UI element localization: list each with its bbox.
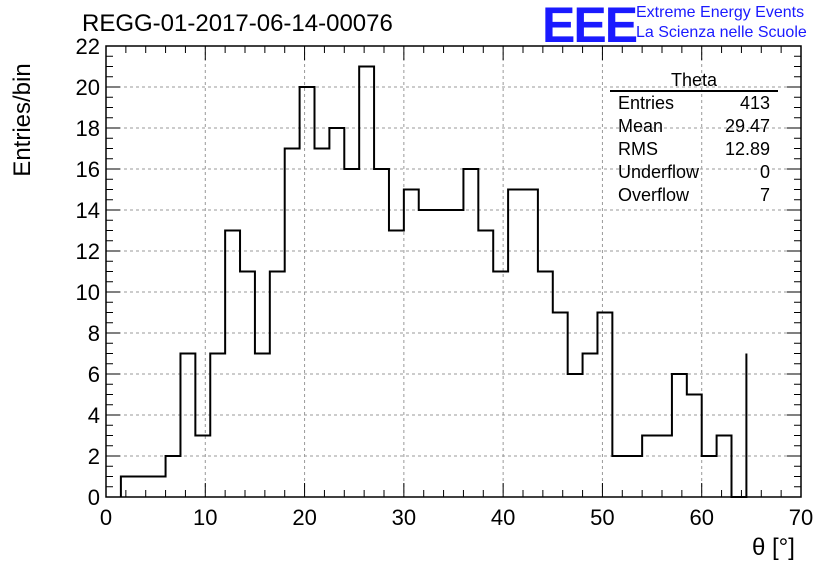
axis-ticks xyxy=(105,45,802,498)
y-tick-label: 8 xyxy=(88,321,100,346)
stat-value: 413 xyxy=(739,93,770,113)
x-tick-label: 0 xyxy=(100,505,112,530)
logo-line-2: La Scienza nelle Scuole xyxy=(636,24,807,41)
stat-value: 29.47 xyxy=(724,116,770,136)
stat-key: Mean xyxy=(618,116,664,136)
eee-logo: EEE xyxy=(542,0,638,53)
y-axis-label: Entries/bin xyxy=(9,63,36,176)
stat-row-rms: RMS 12.89 xyxy=(610,138,778,161)
y-tick-label: 2 xyxy=(88,444,100,469)
x-tick-label: 40 xyxy=(491,505,515,530)
stat-row-mean: Mean 29.47 xyxy=(610,115,778,138)
y-tick-label: 12 xyxy=(76,239,100,264)
x-tick-label: 70 xyxy=(789,505,813,530)
y-tick-label: 0 xyxy=(88,485,100,510)
stats-box: Theta Entries 413 Mean 29.47 RMS 12.89 U… xyxy=(610,70,778,207)
stat-row-entries: Entries 413 xyxy=(610,92,778,115)
stat-row-overflow: Overflow 7 xyxy=(610,184,778,207)
chart-title: REGG-01-2017-06-14-00076 xyxy=(82,10,393,37)
logo-line-1: Extreme Energy Events xyxy=(636,4,805,21)
stat-value: 0 xyxy=(759,162,770,182)
x-tick-label: 10 xyxy=(193,505,217,530)
y-axis-label-wrap: Entries/bin xyxy=(9,63,36,176)
x-axis-label: θ [°] xyxy=(752,534,795,561)
histogram-series xyxy=(119,65,748,498)
x-tick-label: 50 xyxy=(590,505,614,530)
stat-key: Overflow xyxy=(618,185,690,205)
stat-key: RMS xyxy=(618,139,658,159)
x-tick-label: 60 xyxy=(689,505,713,530)
stat-key: Underflow xyxy=(618,162,700,182)
stats-title: Theta xyxy=(610,70,778,92)
stat-value: 12.89 xyxy=(724,139,770,159)
y-tick-label: 16 xyxy=(76,157,100,182)
y-tick-label: 10 xyxy=(76,280,100,305)
y-tick-label: 20 xyxy=(76,75,100,100)
y-tick-label: 6 xyxy=(88,362,100,387)
x-tick-label: 20 xyxy=(292,505,316,530)
stat-row-underflow: Underflow 0 xyxy=(610,161,778,184)
y-tick-label: 14 xyxy=(76,198,100,223)
y-tick-label: 4 xyxy=(88,403,100,428)
grid-lines xyxy=(106,46,801,497)
x-tick-label: 30 xyxy=(392,505,416,530)
stat-key: Entries xyxy=(618,93,675,113)
y-tick-label: 22 xyxy=(76,34,100,59)
stat-value: 7 xyxy=(759,185,770,205)
y-tick-label: 18 xyxy=(76,116,100,141)
